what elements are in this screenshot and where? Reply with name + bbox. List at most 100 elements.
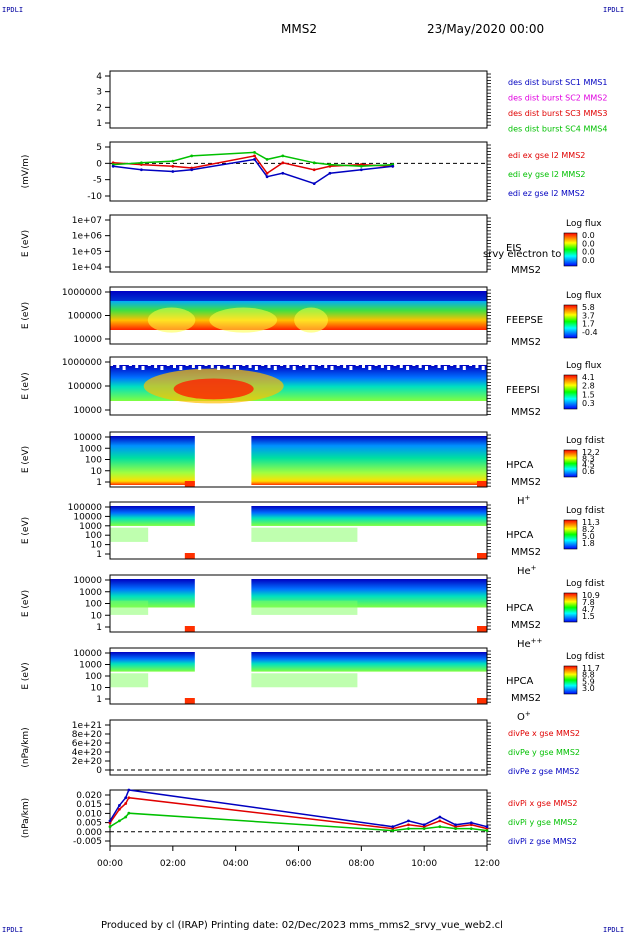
y-tick-label: 0 bbox=[96, 766, 102, 776]
legend-entry: des dist burst SC4 MMS4 bbox=[508, 125, 607, 134]
x-tick-label: 00:00 bbox=[97, 859, 123, 869]
spectrogram-gap bbox=[198, 366, 202, 370]
y-axis-label: (nPa/km) bbox=[21, 798, 31, 838]
trace-point bbox=[438, 819, 442, 823]
colorbar-tick-label: 10.9 bbox=[582, 591, 600, 600]
y-tick-label: 1e+06 bbox=[72, 232, 103, 242]
trace-point bbox=[281, 171, 285, 175]
y-tick-label: 10000 bbox=[73, 406, 102, 416]
spectrogram-gap bbox=[418, 364, 422, 368]
spectrogram-gap bbox=[299, 362, 302, 366]
trace-point bbox=[328, 171, 332, 175]
trace-point bbox=[124, 796, 128, 800]
legend-entry: divPe y gse MMS2 bbox=[508, 748, 580, 757]
trace-point bbox=[422, 825, 426, 829]
spectrogram-gap bbox=[236, 366, 239, 370]
spacecraft-label: MMS2 bbox=[511, 693, 541, 704]
colorbar-title: Log fdist bbox=[566, 436, 605, 446]
x-tick-label: 08:00 bbox=[348, 859, 374, 869]
spectrogram-gap bbox=[204, 362, 208, 366]
y-tick-label: 10 bbox=[91, 541, 103, 551]
y-axis-label: E (eV) bbox=[21, 517, 31, 544]
y-tick-label: 2e+20 bbox=[72, 757, 103, 767]
trace-point bbox=[485, 829, 489, 832]
trace-point bbox=[391, 829, 395, 832]
colorbar-tick-label: 1.5 bbox=[582, 612, 595, 621]
trace-point bbox=[253, 151, 256, 154]
instrument-label: FEEPSE bbox=[506, 315, 543, 326]
spectrogram-gap bbox=[456, 364, 460, 368]
spectrogram-gap bbox=[387, 366, 391, 370]
spectrogram-low-energy-0 bbox=[184, 626, 195, 632]
spectrogram-gap bbox=[217, 366, 221, 370]
instrument-label: HPCA bbox=[506, 603, 534, 614]
trace-point bbox=[469, 827, 473, 831]
colorbar-tick-label: 12.2 bbox=[582, 448, 600, 457]
y-axis-label: E (eV) bbox=[21, 372, 31, 399]
spacecraft-label: MMS2 bbox=[511, 620, 541, 631]
y-tick-label: -0.005 bbox=[73, 837, 102, 847]
spectrogram-speckle-1 bbox=[251, 527, 358, 542]
spectrogram-gap bbox=[122, 366, 126, 370]
spacecraft-label: MMS2 bbox=[511, 407, 541, 418]
colorbar bbox=[563, 304, 578, 339]
trace-point bbox=[359, 164, 363, 168]
y-tick-label: 8e+20 bbox=[72, 730, 103, 740]
colorbar-tick-label: 1.8 bbox=[582, 539, 595, 548]
spectrogram-fill-0 bbox=[110, 652, 195, 672]
trace-point bbox=[265, 171, 269, 175]
y-axis-label: E (eV) bbox=[21, 230, 31, 257]
spectrogram-gap bbox=[330, 366, 334, 370]
y-axis-label: E (eV) bbox=[21, 590, 31, 617]
colorbar-title: Log fdist bbox=[566, 579, 605, 589]
panel-frame bbox=[109, 70, 488, 129]
trace-point bbox=[407, 823, 410, 827]
spacecraft-label: MMS2 bbox=[511, 265, 541, 276]
trace-point bbox=[127, 788, 131, 792]
y-tick-label: 0 bbox=[96, 159, 102, 169]
trace-point bbox=[127, 811, 131, 815]
instrument-label: EIS bbox=[506, 243, 522, 254]
y-tick-label: 4 bbox=[96, 72, 102, 82]
colorbar-tick-label: 0.3 bbox=[582, 399, 595, 408]
trace-point bbox=[108, 819, 112, 823]
y-tick-label: 1 bbox=[96, 550, 102, 560]
colorbar-tick-label: 0.0 bbox=[582, 231, 595, 240]
spectrogram-speckle-0 bbox=[110, 527, 149, 542]
trace-point bbox=[118, 807, 121, 811]
spectrogram-speckle-0 bbox=[110, 600, 149, 615]
corner-label-tr: IPDLI bbox=[603, 6, 625, 14]
colorbar-tick-label: 0.0 bbox=[582, 239, 595, 248]
trace-point bbox=[140, 168, 143, 172]
y-tick-label: 1e+07 bbox=[72, 216, 102, 226]
colorbar-tick-label: 3.7 bbox=[582, 311, 595, 320]
y-tick-label: 100 bbox=[85, 672, 102, 682]
y-tick-label: 1000 bbox=[79, 522, 102, 532]
x-tick-label: 12:00 bbox=[474, 859, 500, 869]
spectrogram-gap bbox=[128, 362, 132, 366]
y-tick-label: 0.005 bbox=[76, 819, 102, 829]
trace-point bbox=[391, 825, 395, 829]
spectrogram-gap bbox=[475, 364, 479, 368]
spectrogram-gap bbox=[135, 364, 139, 368]
colorbar-tick-label: 8.8 bbox=[582, 671, 595, 680]
x-tick-label: 10:00 bbox=[411, 859, 437, 869]
spectrogram-gap bbox=[343, 364, 347, 368]
spectrogram-gap bbox=[280, 362, 284, 366]
corner-label-bl: IPDLI bbox=[2, 926, 24, 934]
spectrogram-gap bbox=[336, 362, 340, 366]
spectrogram-fill-0 bbox=[110, 436, 195, 485]
y-tick-label: -10 bbox=[87, 192, 102, 202]
spectrogram-gap bbox=[267, 364, 271, 368]
trace-point bbox=[118, 804, 121, 807]
spectrogram-top-band bbox=[110, 291, 487, 301]
colorbar bbox=[563, 374, 578, 410]
trace-point bbox=[422, 823, 426, 827]
trace-point bbox=[469, 821, 473, 825]
spectrogram-gap bbox=[166, 362, 170, 366]
spacecraft-label: MMS2 bbox=[511, 337, 541, 348]
y-tick-label: 1 bbox=[96, 478, 102, 488]
trace-point bbox=[190, 168, 194, 172]
